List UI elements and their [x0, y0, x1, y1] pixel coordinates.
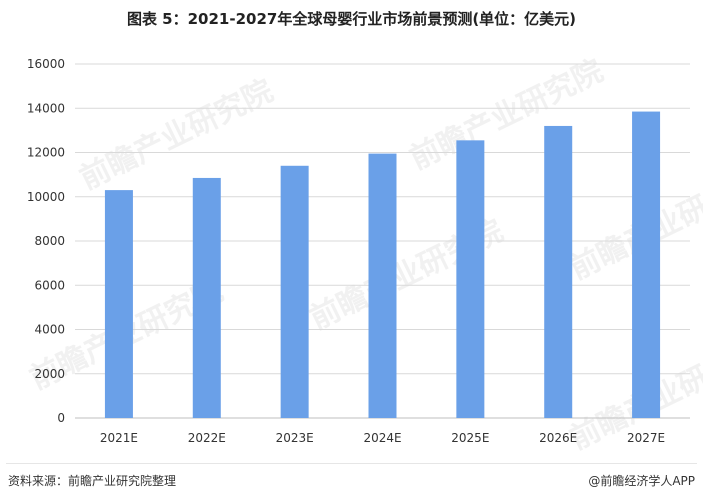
chart-title: 图表 5：2021-2027年全球母婴行业市场前景预测(单位：亿美元)	[126, 10, 577, 28]
source-note: 资料来源：前瞻产业研究院整理	[8, 474, 177, 488]
bar	[280, 165, 309, 418]
x-tick-label: 2025E	[451, 431, 489, 445]
y-tick-label: 2000	[34, 367, 65, 381]
x-tick-label: 2024E	[363, 431, 401, 445]
y-tick-label: 6000	[34, 278, 65, 292]
bar	[368, 153, 397, 418]
x-tick-label: 2021E	[100, 431, 138, 445]
footer-divider	[6, 463, 697, 464]
y-tick-label: 14000	[27, 101, 65, 115]
y-tick-label: 16000	[27, 57, 65, 71]
y-tick-label: 12000	[27, 146, 65, 160]
x-tick-label: 2023E	[276, 431, 314, 445]
y-tick-label: 4000	[34, 323, 65, 337]
x-tick-label: 2027E	[627, 431, 665, 445]
bar-chart: 0 2000 4000 6000 8000 10000 12000 14000 16000 202…	[27, 57, 690, 445]
y-tick-label: 0	[57, 411, 65, 425]
bar	[544, 125, 573, 418]
bar	[456, 140, 485, 419]
bar	[104, 190, 133, 418]
brand-credit: @前瞻经济学人APP	[588, 474, 695, 488]
x-tick-label: 2026E	[539, 431, 577, 445]
y-tick-label: 8000	[34, 234, 65, 248]
bar	[192, 177, 221, 418]
y-tick-label: 10000	[27, 190, 65, 204]
bar	[632, 111, 661, 418]
x-tick-label: 2022E	[188, 431, 226, 445]
